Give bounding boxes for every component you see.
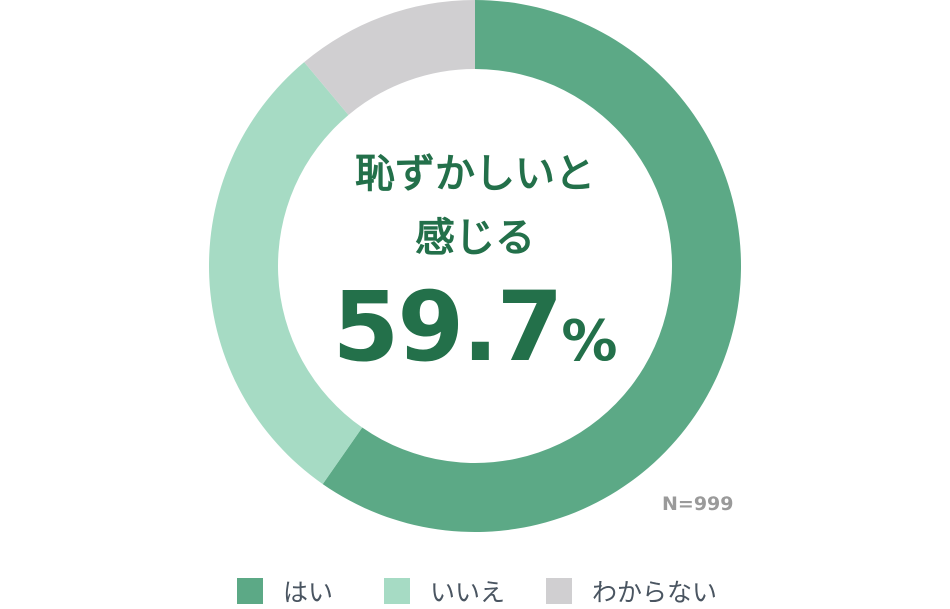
center-value: 59.7% — [275, 272, 675, 397]
center-value-unit: % — [561, 309, 618, 374]
legend-label-yes: はい — [283, 578, 334, 607]
center-label-line2: 感じる — [415, 215, 535, 261]
center-label-line1: 恥ずかしいと — [355, 151, 595, 197]
slice-unknown — [304, 0, 475, 116]
legend-label-no: いいえ — [430, 578, 506, 607]
center-value-number: 59.7 — [332, 271, 564, 383]
legend-swatch-no — [384, 578, 410, 604]
legend-item-no: いいえ — [384, 573, 505, 609]
legend-item-yes: はい — [237, 573, 333, 609]
legend-swatch-unknown — [546, 578, 572, 604]
slice-yes — [322, 0, 741, 532]
legend-label-unknown: わからない — [592, 578, 718, 607]
slice-no — [208, 62, 363, 485]
legend-item-unknown: わからない — [546, 573, 717, 609]
sample-size: N=999 — [662, 493, 734, 515]
legend-swatch-yes — [237, 578, 263, 604]
